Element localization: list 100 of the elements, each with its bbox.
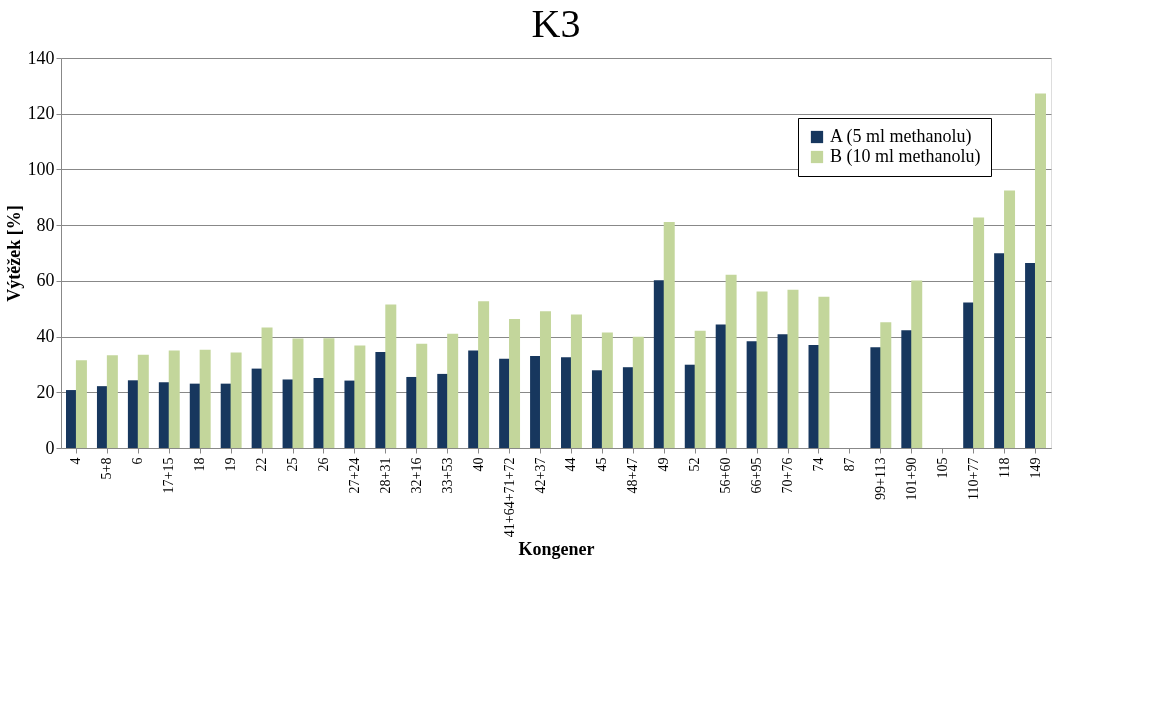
bar: [684, 364, 696, 448]
bar: [406, 376, 418, 448]
x-tick-label: 22: [254, 457, 270, 472]
bar: [96, 386, 108, 448]
bar: [137, 354, 149, 448]
bar: [385, 304, 397, 448]
y-tick-label: 80: [36, 214, 55, 235]
x-tick-label: 40: [470, 457, 486, 472]
bar: [632, 336, 644, 448]
y-axis-title: Výtěžek [%]: [3, 205, 24, 302]
x-tick-label: 101+90: [903, 457, 919, 501]
x-tick-label: 44: [563, 457, 579, 472]
bar: [230, 352, 242, 448]
bar: [880, 322, 892, 448]
x-tick-label: 70+76: [780, 457, 796, 494]
bar: [509, 319, 521, 448]
bar: [591, 370, 603, 448]
bar: [570, 314, 582, 448]
bar: [437, 373, 449, 448]
x-tick-label: 66+95: [749, 457, 765, 494]
bar: [746, 341, 758, 448]
bar: [973, 217, 985, 448]
bar: [539, 311, 551, 448]
x-tick-label: 99+113: [872, 457, 888, 500]
x-tick-label: 52: [687, 457, 703, 472]
y-tick-label: 60: [36, 270, 55, 291]
bar: [375, 351, 387, 448]
bar: [622, 367, 634, 448]
x-axis-title: Kongener: [518, 539, 595, 560]
bar: [901, 330, 913, 448]
x-tick-label: 56+60: [718, 457, 734, 494]
x-tick-label: 28+31: [377, 457, 393, 494]
bar: [499, 358, 511, 448]
x-tick-label: 149: [1027, 457, 1043, 479]
x-tick-label: 87: [841, 457, 857, 472]
bar: [158, 382, 170, 448]
legend-label: A (5 ml methanolu): [830, 126, 972, 147]
x-tick-label: 26: [315, 457, 331, 472]
bar: [653, 280, 665, 448]
x-tick-label: 118: [996, 457, 1012, 478]
bar: [818, 296, 830, 448]
y-tick-label: 0: [45, 437, 55, 458]
x-tick-label: 105: [934, 457, 950, 479]
bar: [478, 301, 490, 448]
y-tick-label: 120: [27, 103, 55, 124]
y-tick-label: 100: [27, 158, 55, 179]
bar: [870, 347, 882, 448]
bar: [127, 380, 139, 448]
bar: [344, 380, 356, 448]
x-tick-label: 18: [192, 457, 208, 472]
bar: [292, 338, 304, 448]
bar: [106, 355, 118, 448]
x-tick-label: 74: [810, 457, 826, 472]
bar: [66, 390, 78, 448]
bar: [468, 350, 480, 448]
bar: [1025, 263, 1037, 448]
bar: [1004, 190, 1016, 448]
x-tick-label: 41+64+71+72: [501, 457, 517, 538]
bar: [911, 280, 923, 448]
x-tick-label: 25: [285, 457, 301, 472]
bar: [75, 360, 87, 448]
x-tick-label: 33+53: [439, 457, 455, 494]
x-tick-label: 45: [594, 457, 610, 472]
x-tick-label: 4: [68, 457, 84, 465]
y-tick-label: 140: [27, 47, 55, 68]
bar: [261, 327, 273, 448]
bar: [601, 332, 613, 448]
x-tick-label: 6: [130, 457, 146, 465]
x-tick-label: 27+24: [346, 457, 362, 494]
x-tick-label: 32+16: [408, 457, 424, 494]
bar: [994, 253, 1006, 448]
bar: [447, 333, 459, 448]
x-tick-label: 5+8: [99, 457, 115, 480]
x-tick-label: 19: [223, 457, 239, 472]
bar: [251, 368, 263, 448]
bar: [168, 350, 180, 448]
bar: [323, 338, 335, 448]
bar: [787, 289, 799, 448]
bar: [220, 383, 232, 448]
bar: [963, 302, 975, 448]
x-tick-label: 110+77: [965, 457, 981, 500]
bar: [715, 324, 727, 448]
bar: [663, 222, 675, 448]
x-tick-label: 49: [656, 457, 672, 472]
bar: [694, 330, 706, 448]
bar: [756, 291, 768, 448]
legend-label: B (10 ml methanolu): [830, 146, 981, 167]
bar: [561, 357, 573, 448]
bar: [416, 343, 428, 448]
bar: [1034, 93, 1046, 448]
bar: [725, 274, 737, 448]
x-tick-label: 42+37: [532, 457, 548, 494]
bar: [199, 349, 211, 448]
bar: [354, 345, 366, 448]
bar: [530, 356, 542, 448]
bar: [189, 383, 201, 448]
chart-title: K3: [531, 1, 581, 46]
y-tick-label: 40: [36, 326, 55, 347]
y-tick-label: 20: [36, 381, 55, 402]
x-tick-label: 17+15: [161, 457, 177, 494]
